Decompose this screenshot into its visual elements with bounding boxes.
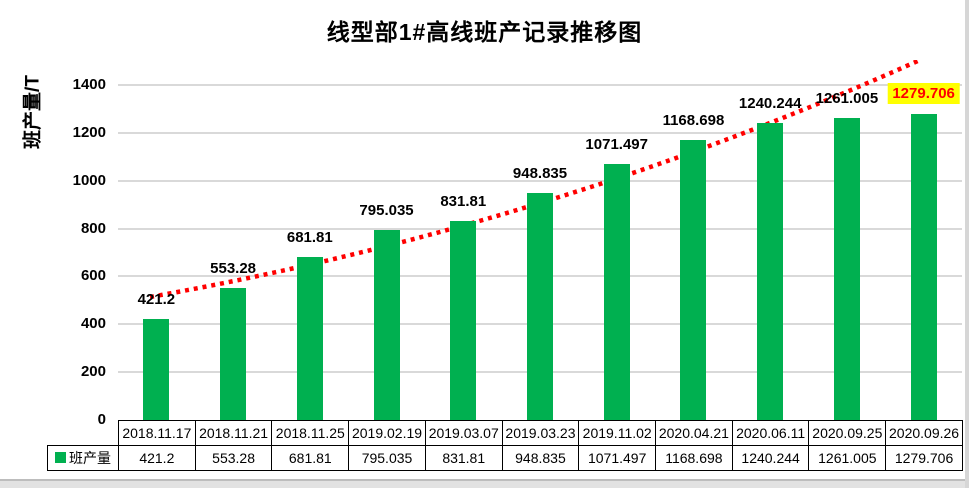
category-cell: 2018.11.17: [118, 420, 196, 446]
bar-2020.04.21[interactable]: [680, 140, 707, 420]
plot-area: 421.2 553.28 681.81 795.035 831.81 948.835 107…: [118, 60, 962, 420]
bar-value-label: 421.2: [137, 291, 176, 309]
bar-value-label: 831.81: [440, 192, 487, 210]
y-axis-tick-label: 0: [97, 411, 106, 428]
gridline: [118, 131, 962, 134]
legend-cell: 班产量: [47, 445, 119, 471]
category-cell: 2018.11.25: [271, 420, 350, 446]
bar-2019.03.23[interactable]: [527, 192, 553, 420]
y-axis-tick-label: 800: [80, 219, 106, 237]
value-cell: 831.81: [424, 445, 503, 471]
y-axis-tick-label: 200: [80, 363, 106, 381]
bar-2018.11.21[interactable]: [220, 287, 247, 420]
y-axis-tick-label: 1200: [72, 123, 106, 141]
bar-value-label: 1071.497: [585, 135, 649, 153]
category-cell: 2020.06.11: [731, 420, 810, 446]
bar-2020.06.11[interactable]: [757, 123, 784, 420]
gridline: [118, 179, 962, 182]
category-cell: 2019.03.23: [501, 420, 580, 446]
value-cell: 421.2: [118, 445, 196, 471]
y-axis-tick-label: 1000: [72, 171, 106, 189]
chart-title: 线型部1#高线班产记录推移图: [326, 19, 643, 45]
bar-2018.11.17[interactable]: [143, 319, 170, 420]
category-cell: 2019.03.07: [424, 420, 503, 446]
bar-value-label: 1240.244: [738, 95, 802, 113]
legend-swatch-icon: [55, 452, 66, 463]
window-edge-right: [965, 0, 969, 488]
value-cell: 795.035: [348, 445, 426, 471]
bar-2019.03.07[interactable]: [450, 220, 477, 420]
data-table: 2018.11.17 2018.11.21 2018.11.25 2019.02.19…: [47, 420, 963, 471]
table-row-values: 班产量 421.2 553.28 681.81 795.035 831.81 948.835…: [47, 445, 963, 471]
category-cell: 2020.04.21: [655, 420, 733, 446]
legend-label: 班产量: [69, 450, 111, 466]
value-cell: 1168.698: [655, 445, 733, 471]
category-cell: 2019.02.19: [348, 420, 426, 446]
bar-2019.11.02[interactable]: [603, 163, 630, 420]
bar-value-label: 795.035: [359, 201, 414, 219]
value-cell: 1071.497: [578, 445, 657, 471]
y-axis-tick-label: 1400: [72, 76, 106, 93]
bar-value-label: 1261.005: [815, 90, 879, 108]
value-cell: 1240.244: [731, 445, 810, 471]
category-cell: 2019.11.02: [578, 420, 657, 446]
table-row-categories: 2018.11.17 2018.11.21 2018.11.25 2019.02.19…: [48, 420, 963, 446]
y-axis-tick-label: 600: [80, 267, 106, 285]
value-cell: 553.28: [194, 445, 273, 471]
category-cell: 2018.11.21: [194, 420, 273, 446]
bar-2019.02.19[interactable]: [373, 229, 400, 420]
category-cell: 2020.09.26: [885, 420, 963, 446]
value-cell: 681.81: [271, 445, 350, 471]
bar-2018.11.25[interactable]: [296, 256, 323, 420]
value-cell: 1279.706: [885, 445, 963, 471]
value-cell: 1261.005: [808, 445, 887, 471]
window-edge-bottom: [0, 479, 969, 488]
bar-value-label: 1279.706: [887, 82, 960, 104]
table-blank-cell: [48, 421, 119, 446]
bar-value-label: 948.835: [512, 164, 568, 182]
y-axis-tick-label: 400: [80, 315, 106, 333]
bar-2020.09.26[interactable]: [910, 113, 937, 420]
value-cell: 948.835: [501, 445, 580, 471]
bar-value-label: 681.81: [286, 228, 333, 246]
bar-2020.09.25[interactable]: [833, 118, 860, 420]
gridline: [118, 84, 962, 86]
category-cell: 2020.09.25: [808, 420, 887, 446]
bar-value-label: 1168.698: [662, 112, 725, 130]
bar-value-label: 553.28: [210, 259, 257, 277]
